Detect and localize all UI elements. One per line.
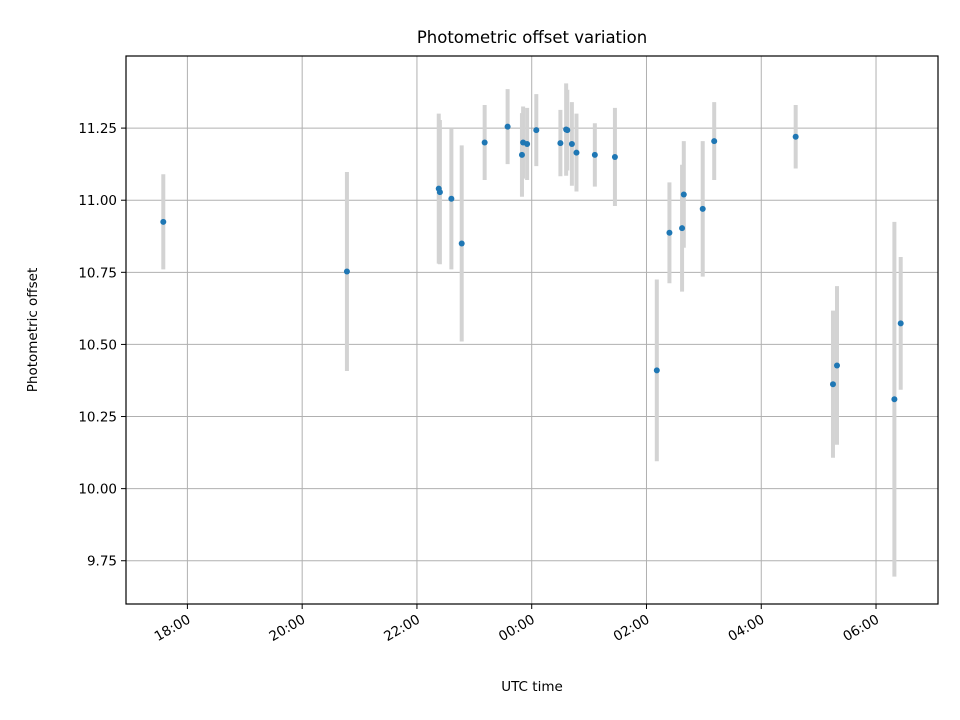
data-point (504, 123, 511, 130)
data-point (792, 133, 799, 140)
data-point (436, 189, 443, 196)
data-point (891, 396, 898, 403)
data-point (343, 268, 350, 275)
data-point (611, 153, 618, 160)
data-point (557, 140, 564, 147)
data-points (160, 123, 904, 403)
data-point (533, 127, 540, 134)
data-point (518, 151, 525, 158)
data-point (458, 240, 465, 247)
y-tick-label: 11.25 (78, 121, 117, 137)
y-tick-label: 9.75 (87, 554, 117, 570)
data-point (524, 140, 531, 147)
data-point (653, 367, 660, 374)
data-point (564, 127, 571, 134)
y-tick-label: 10.75 (78, 265, 117, 281)
y-tick-label: 10.50 (78, 337, 117, 353)
data-point (573, 149, 580, 156)
chart-title: Photometric offset variation (417, 28, 647, 47)
data-point (897, 320, 904, 327)
data-point (680, 191, 687, 198)
data-point (568, 140, 575, 147)
data-point (481, 139, 488, 146)
data-point (699, 205, 706, 212)
data-point (711, 138, 718, 145)
y-tick-label: 10.25 (78, 410, 117, 426)
grid-lines (126, 56, 938, 604)
data-point (448, 195, 455, 202)
y-axis-label: Photometric offset (25, 268, 41, 392)
data-point (829, 381, 836, 388)
data-point (834, 362, 841, 369)
data-point (160, 218, 167, 225)
x-axis-label: UTC time (501, 679, 563, 695)
data-point (666, 229, 673, 236)
y-tick-label: 10.00 (78, 482, 117, 498)
y-tick-label: 11.00 (78, 193, 117, 209)
data-point (679, 225, 686, 232)
data-point (591, 151, 598, 158)
